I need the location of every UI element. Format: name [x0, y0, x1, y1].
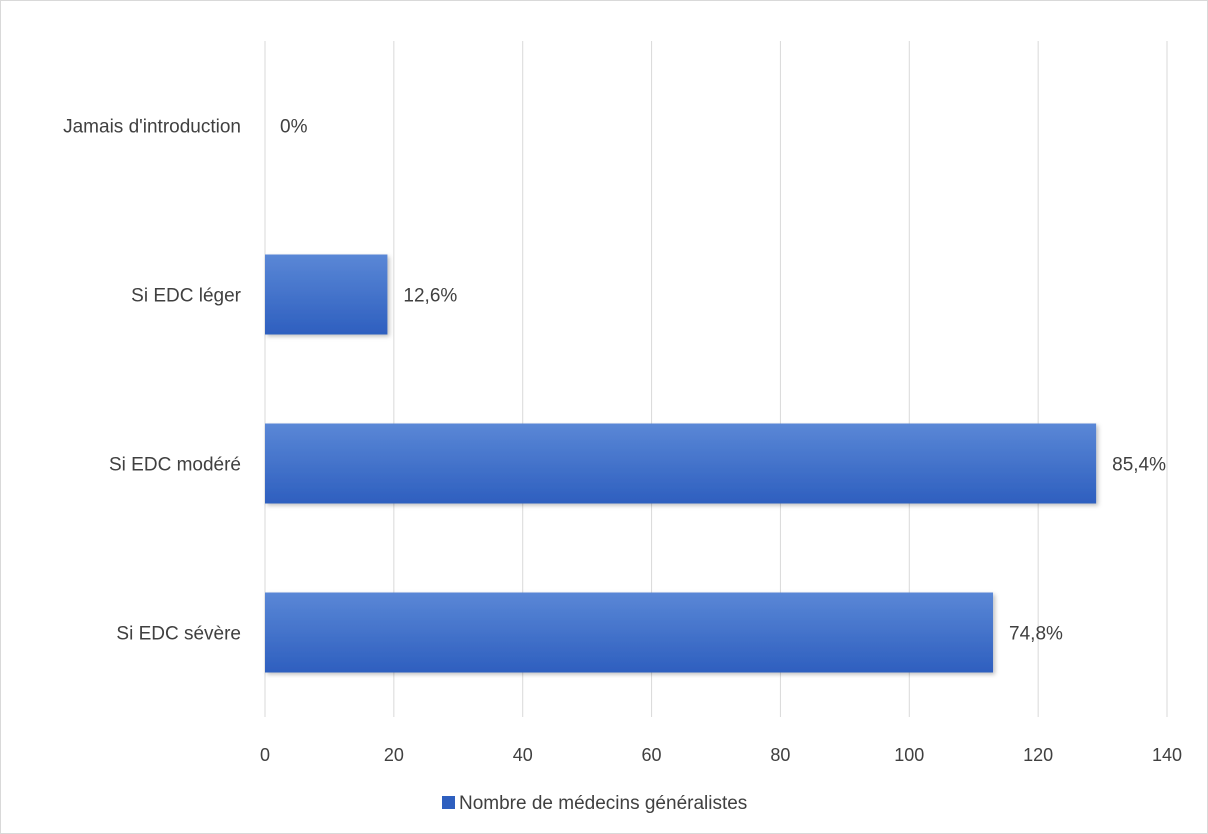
category-label-1: Si EDC léger [131, 286, 241, 307]
labels: 0 20 40 60 80 100 120 140 Jamais d'introduction 0… [63, 117, 1182, 766]
legend: Nombre de médecins généralistes [442, 793, 747, 814]
category-label-0: Jamais d'introduction [63, 117, 241, 138]
bar-2 [265, 423, 1097, 504]
x-tick-label-40: 40 [513, 745, 533, 765]
x-tick-label-140: 140 [1152, 745, 1182, 765]
legend-label: Nombre de médecins généralistes [459, 793, 747, 814]
data-label-3: 74,8% [1009, 624, 1063, 645]
data-label-1: 12,6% [403, 286, 457, 307]
x-tick-label-80: 80 [770, 745, 790, 765]
x-tick-label-60: 60 [642, 745, 662, 765]
bar-3 [265, 592, 994, 673]
x-tick-label-100: 100 [894, 745, 924, 765]
x-tick-label-0: 0 [260, 745, 270, 765]
x-tick-label-120: 120 [1023, 745, 1053, 765]
gridlines [264, 41, 1168, 717]
bar-1 [265, 254, 388, 335]
bars [265, 254, 1097, 673]
category-label-3: Si EDC sévère [116, 624, 241, 645]
category-label-2: Si EDC modéré [109, 455, 241, 476]
x-tick-label-20: 20 [384, 745, 404, 765]
data-label-2: 85,4% [1112, 455, 1166, 476]
legend-swatch [442, 796, 455, 809]
data-label-0: 0% [280, 117, 308, 138]
